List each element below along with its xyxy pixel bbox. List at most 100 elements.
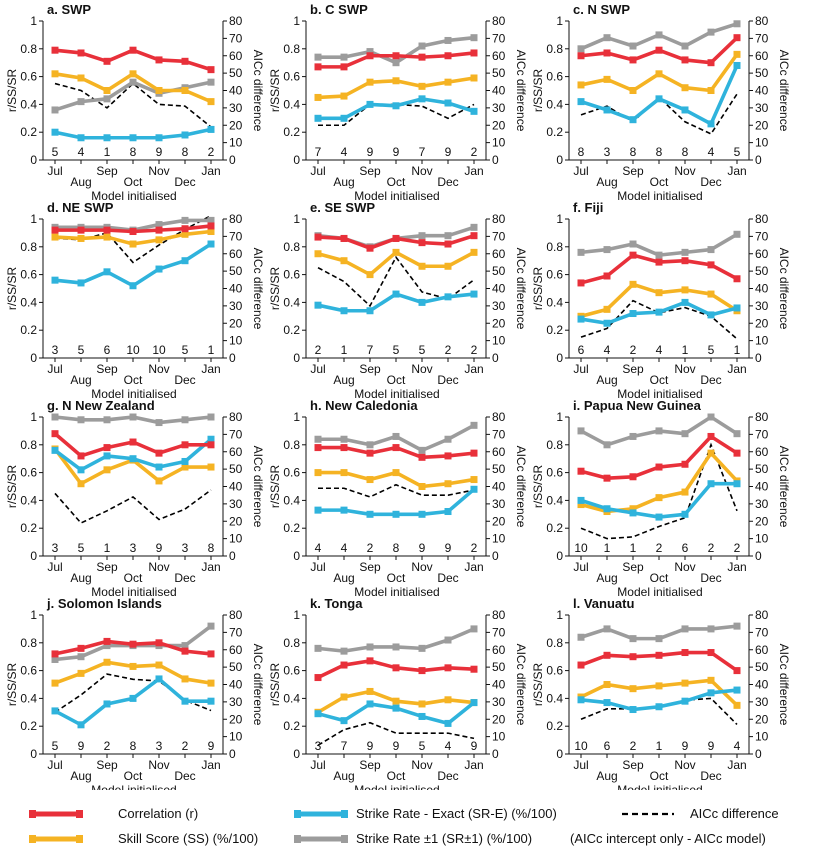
data-point-srpm	[340, 53, 348, 61]
x-axis-title: Model initialised	[354, 783, 439, 790]
x-tick-label: Nov	[411, 164, 432, 178]
data-point-srpm	[707, 413, 715, 421]
y-tick-label-left: 0.6	[546, 466, 563, 480]
chart-panel: 00.20.40.60.8101020304050607080JulAugSep…	[268, 596, 528, 790]
data-point-corr	[103, 444, 111, 452]
x-tick-label: Sep	[96, 362, 118, 376]
data-point-srpm	[207, 622, 215, 630]
data-point-ss	[207, 228, 215, 236]
y-tick-label-right: 50	[229, 660, 243, 674]
data-point-sre	[207, 125, 215, 133]
y-tick-label-left: 0.2	[283, 521, 300, 535]
count-label: 5	[182, 343, 189, 357]
chart-panel: 00.20.40.60.8101020304050607080JulAugSep…	[531, 398, 791, 599]
y-tick-label-left: 0.4	[283, 493, 300, 507]
y-tick-label-left: 0	[293, 153, 300, 167]
count-label: 2	[182, 739, 189, 753]
data-point-corr	[392, 444, 400, 452]
data-point-corr	[681, 649, 689, 657]
data-point-sre	[207, 697, 215, 705]
data-point-ss	[707, 676, 715, 684]
data-point-corr	[207, 650, 215, 658]
data-point-srpm	[392, 643, 400, 651]
y-tick-label-right: 10	[229, 334, 243, 348]
data-point-ss	[418, 483, 426, 490]
y-tick-label-right: 20	[755, 712, 769, 726]
data-point-corr	[207, 441, 215, 449]
data-point-srpm	[733, 230, 741, 238]
data-point-corr	[77, 644, 85, 652]
data-point-ss	[418, 262, 426, 270]
x-tick-label: Aug	[596, 373, 617, 387]
y-tick-label-left: 0.4	[20, 97, 37, 111]
data-point-ss	[207, 463, 215, 471]
y-tick-label-right: 50	[492, 66, 506, 80]
y-tick-label-left: 0.2	[283, 719, 300, 733]
y-tick-label-right: 70	[229, 427, 243, 441]
count-label: 4	[656, 343, 663, 357]
y-tick-label-right: 80	[492, 212, 506, 226]
data-point-srpm	[181, 216, 189, 224]
x-tick-label: Aug	[70, 373, 91, 387]
count-label: 9	[393, 145, 400, 159]
data-point-corr	[470, 232, 478, 240]
count-label: 1	[604, 541, 611, 555]
y-tick-label-right: 30	[229, 695, 243, 709]
data-point-sre	[470, 107, 478, 115]
data-point-srpm	[603, 246, 611, 254]
x-tick-label: Aug	[70, 175, 91, 189]
data-point-srpm	[577, 427, 585, 435]
y-tick-label-left: 1	[556, 14, 563, 28]
x-axis-title: Model initialised	[617, 585, 702, 599]
y-tick-label-right: 80	[229, 212, 243, 226]
data-point-sre	[207, 240, 215, 248]
y-axis-title-left: r/SS/SR	[531, 662, 545, 706]
data-point-sre	[366, 100, 374, 108]
x-tick-label: Nov	[148, 362, 169, 376]
data-point-sre	[314, 114, 322, 122]
data-point-corr	[577, 661, 585, 669]
y-tick-label-left: 0	[30, 549, 37, 563]
x-tick-label: Oct	[124, 175, 143, 189]
chart-panel: 00.20.40.60.8101020304050607080JulAugSep…	[268, 200, 528, 401]
y-tick-label-left: 0.4	[20, 493, 37, 507]
y-axis-title-right: AICc difference	[251, 446, 265, 528]
panel-title: g. N New Zealand	[47, 398, 155, 413]
data-point-sre	[155, 134, 163, 142]
y-axis-title-left: r/SS/SR	[5, 68, 19, 112]
data-point-sre	[392, 290, 400, 298]
data-point-ss	[77, 234, 85, 242]
data-point-corr	[655, 258, 663, 266]
data-point-corr	[392, 52, 400, 60]
chart-panel: 00.20.40.60.8101020304050607080JulAugSep…	[531, 200, 791, 401]
x-tick-label: Sep	[96, 758, 118, 772]
x-tick-label: Jan	[201, 362, 220, 376]
y-tick-label-right: 60	[229, 247, 243, 261]
y-tick-label-right: 50	[755, 462, 769, 476]
data-point-corr	[103, 637, 111, 645]
count-label: 1	[656, 739, 663, 753]
data-point-ss	[155, 477, 163, 485]
data-point-ss	[181, 230, 189, 238]
x-tick-label: Sep	[622, 758, 644, 772]
y-tick-label-left: 0.8	[283, 240, 300, 254]
x-axis-title: Model initialised	[617, 783, 702, 790]
data-point-sre	[603, 319, 611, 327]
count-label: 2	[708, 541, 715, 555]
y-tick-label-left: 0.8	[546, 636, 563, 650]
count-label: 4	[734, 739, 741, 753]
y-tick-label-right: 60	[492, 247, 506, 261]
data-point-ss	[655, 682, 663, 690]
y-tick-label-right: 40	[492, 678, 506, 692]
x-tick-label: Dec	[437, 571, 458, 585]
x-tick-label: Aug	[333, 373, 354, 387]
data-point-srpm	[707, 28, 715, 36]
y-tick-label-right: 50	[492, 264, 506, 278]
data-point-corr	[181, 647, 189, 655]
data-point-ss	[629, 280, 637, 288]
data-point-srpm	[207, 413, 215, 421]
data-point-sre	[314, 506, 322, 514]
data-point-sre	[603, 699, 611, 707]
data-point-sre	[577, 496, 585, 504]
legend-swatch-aicc	[622, 812, 674, 816]
